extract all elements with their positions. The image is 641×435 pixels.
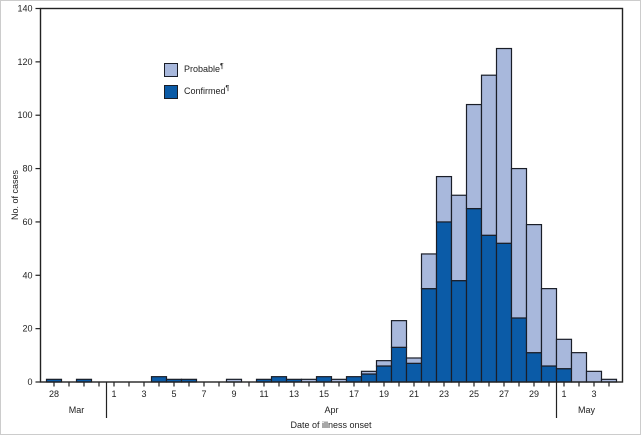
y-axis-title: No. of cases <box>10 169 20 221</box>
bar-confirmed-segment <box>540 365 558 383</box>
bar-probable-segment <box>435 175 453 223</box>
legend-label-confirmed: Confirmed¶ <box>184 85 230 96</box>
confirmed-swatch-icon <box>164 84 178 99</box>
bar-probable-segment <box>360 370 378 375</box>
x-tick-label: 7 <box>201 389 206 399</box>
bar-confirmed-segment <box>360 373 378 383</box>
bar-probable-segment <box>570 352 588 383</box>
y-tick-label: 120 <box>17 57 32 67</box>
bar-probable-segment <box>540 288 558 367</box>
x-tick-label: 17 <box>349 389 359 399</box>
bar-confirmed-segment <box>375 365 393 383</box>
bar-probable-segment <box>495 47 513 244</box>
x-tick-label: 21 <box>409 389 419 399</box>
bar-confirmed-segment <box>150 376 168 383</box>
x-tick-label: 3 <box>591 389 596 399</box>
x-tick-label: 9 <box>231 389 236 399</box>
bar-confirmed-segment <box>480 234 498 383</box>
footnote-mark: ¶ <box>225 85 230 92</box>
bar-confirmed-segment <box>435 221 453 383</box>
x-tick-label: 13 <box>289 389 299 399</box>
x-tick-label: 19 <box>379 389 389 399</box>
bar-probable-segment <box>375 360 393 367</box>
bar-confirmed-segment <box>525 352 543 383</box>
y-tick-label: 0 <box>27 377 32 387</box>
legend-item-probable: Probable¶ <box>164 62 229 77</box>
x-tick-label: 1 <box>561 389 566 399</box>
x-axis-title: Date of illness onset <box>290 420 372 430</box>
x-tick-label: 28 <box>49 389 59 399</box>
plot-border <box>39 7 624 383</box>
bar-confirmed-segment <box>420 288 438 383</box>
bar-probable-segment <box>405 357 423 364</box>
x-tick-label: 27 <box>499 389 509 399</box>
bar-confirmed-segment <box>450 280 468 383</box>
bar-confirmed-segment <box>510 317 528 383</box>
footnote-mark: ¶ <box>220 63 224 70</box>
bar-confirmed-segment <box>270 376 288 383</box>
bar-probable-segment <box>555 338 573 370</box>
y-tick-label: 100 <box>17 110 32 120</box>
bar-confirmed-segment <box>390 346 408 383</box>
bar-confirmed-segment <box>555 368 573 383</box>
x-tick-label: 11 <box>259 389 268 399</box>
bar-confirmed-segment <box>405 362 423 383</box>
bar-confirmed-segment <box>465 207 483 383</box>
x-tick-label: 29 <box>529 389 539 399</box>
month-label: Apr <box>324 405 338 415</box>
y-tick-label: 140 <box>17 4 32 14</box>
month-label: Mar <box>69 405 85 415</box>
legend-item-confirmed: Confirmed¶ <box>164 84 230 99</box>
bar-probable-segment <box>465 103 483 210</box>
bar-confirmed-segment <box>345 376 363 383</box>
bar-confirmed-segment <box>495 242 513 383</box>
x-tick-label: 3 <box>141 389 146 399</box>
bar-probable-segment <box>525 223 543 354</box>
legend-label-probable: Probable¶ <box>184 63 224 74</box>
bar-probable-segment <box>585 370 603 383</box>
y-tick-label: 60 <box>22 217 32 227</box>
bar-probable-segment <box>420 253 438 290</box>
y-tick-label: 40 <box>22 270 32 280</box>
x-tick-label: 25 <box>469 389 479 399</box>
bar-probable-segment <box>480 74 498 236</box>
bar-probable-segment <box>510 167 528 319</box>
x-tick-label: 5 <box>171 389 176 399</box>
x-tick-label: 15 <box>319 389 329 399</box>
x-tick-label: 23 <box>439 389 449 399</box>
month-label: May <box>578 405 596 415</box>
probable-swatch-icon <box>164 62 178 77</box>
legend: Probable¶ Confirmed¶ <box>164 62 230 107</box>
y-tick-label: 20 <box>22 324 32 334</box>
x-tick-label: 1 <box>111 389 116 399</box>
bar-probable-segment <box>390 320 408 348</box>
bar-probable-segment <box>450 194 468 282</box>
y-tick-label: 80 <box>22 164 32 174</box>
bar-confirmed-segment <box>315 376 333 383</box>
